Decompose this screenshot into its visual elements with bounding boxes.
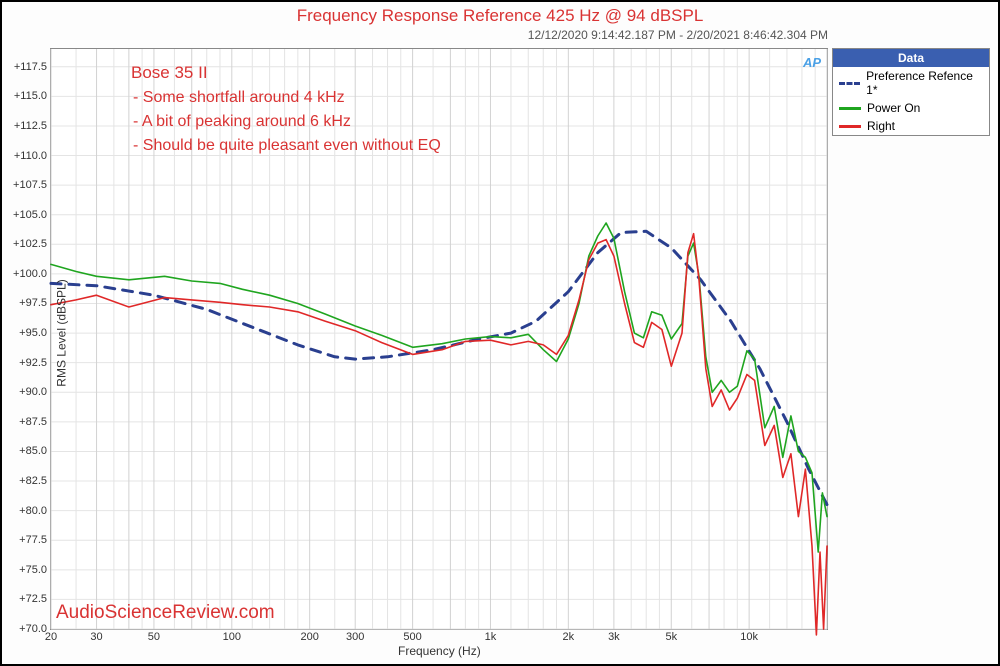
annotation: - Should be quite pleasant even without … <box>133 137 441 155</box>
y-tick: +90.0 <box>19 386 51 398</box>
y-tick: +82.5 <box>19 475 51 487</box>
legend-item: Power On <box>833 99 989 117</box>
y-tick: +77.5 <box>19 534 51 546</box>
legend-swatch <box>839 82 860 85</box>
x-tick: 500 <box>403 629 421 643</box>
x-tick: 300 <box>346 629 364 643</box>
y-tick: +85.0 <box>19 445 51 457</box>
y-tick: +97.5 <box>19 297 51 309</box>
plot-area: +70.0+72.5+75.0+77.5+80.0+82.5+85.0+87.5… <box>50 48 828 630</box>
y-tick: +112.5 <box>14 120 51 132</box>
y-tick: +110.0 <box>14 150 51 162</box>
y-tick: +100.0 <box>13 268 51 280</box>
ap-badge-icon: AP <box>803 55 821 70</box>
y-tick: +75.0 <box>19 564 51 576</box>
y-axis-label: RMS Level (dBSPL) <box>55 279 69 386</box>
legend-swatch <box>839 125 861 128</box>
y-tick: +87.5 <box>19 416 51 428</box>
watermark: AudioScienceReview.com <box>56 602 275 624</box>
x-tick: 20 <box>45 629 57 643</box>
legend-item: Preference Refence 1* <box>833 67 989 99</box>
annotation: Bose 35 II <box>131 63 208 83</box>
chart-frame: Frequency Response Reference 425 Hz @ 94… <box>0 0 1000 666</box>
x-tick: 200 <box>300 629 318 643</box>
legend-item: Right <box>833 117 989 135</box>
y-tick: +115.0 <box>14 90 51 102</box>
x-tick: 10k <box>740 629 758 643</box>
chart-title: Frequency Response Reference 425 Hz @ 94… <box>2 6 998 26</box>
x-tick: 50 <box>148 629 160 643</box>
y-tick: +72.5 <box>19 593 51 605</box>
legend-label: Preference Refence 1* <box>866 69 983 97</box>
x-tick: 1k <box>485 629 497 643</box>
legend-label: Power On <box>867 101 920 115</box>
y-tick: +107.5 <box>13 179 51 191</box>
y-tick: +92.5 <box>19 357 51 369</box>
annotation: - Some shortfall around 4 kHz <box>133 89 345 107</box>
x-axis-label: Frequency (Hz) <box>398 644 481 658</box>
x-tick: 5k <box>665 629 677 643</box>
legend-header: Data <box>833 49 989 67</box>
legend: Data Preference Refence 1* Power On Right <box>832 48 990 136</box>
legend-swatch <box>839 107 861 110</box>
x-tick: 100 <box>223 629 241 643</box>
timestamp: 12/12/2020 9:14:42.187 PM - 2/20/2021 8:… <box>528 28 828 42</box>
y-tick: +105.0 <box>13 209 51 221</box>
x-tick: 2k <box>563 629 575 643</box>
x-tick: 3k <box>608 629 620 643</box>
legend-label: Right <box>867 119 895 133</box>
y-tick: +102.5 <box>13 238 51 250</box>
y-tick: +80.0 <box>19 505 51 517</box>
y-tick: +117.5 <box>14 61 51 73</box>
annotation: - A bit of peaking around 6 kHz <box>133 113 351 131</box>
x-tick: 30 <box>90 629 102 643</box>
y-tick: +95.0 <box>19 327 51 339</box>
chart-svg <box>51 49 827 629</box>
